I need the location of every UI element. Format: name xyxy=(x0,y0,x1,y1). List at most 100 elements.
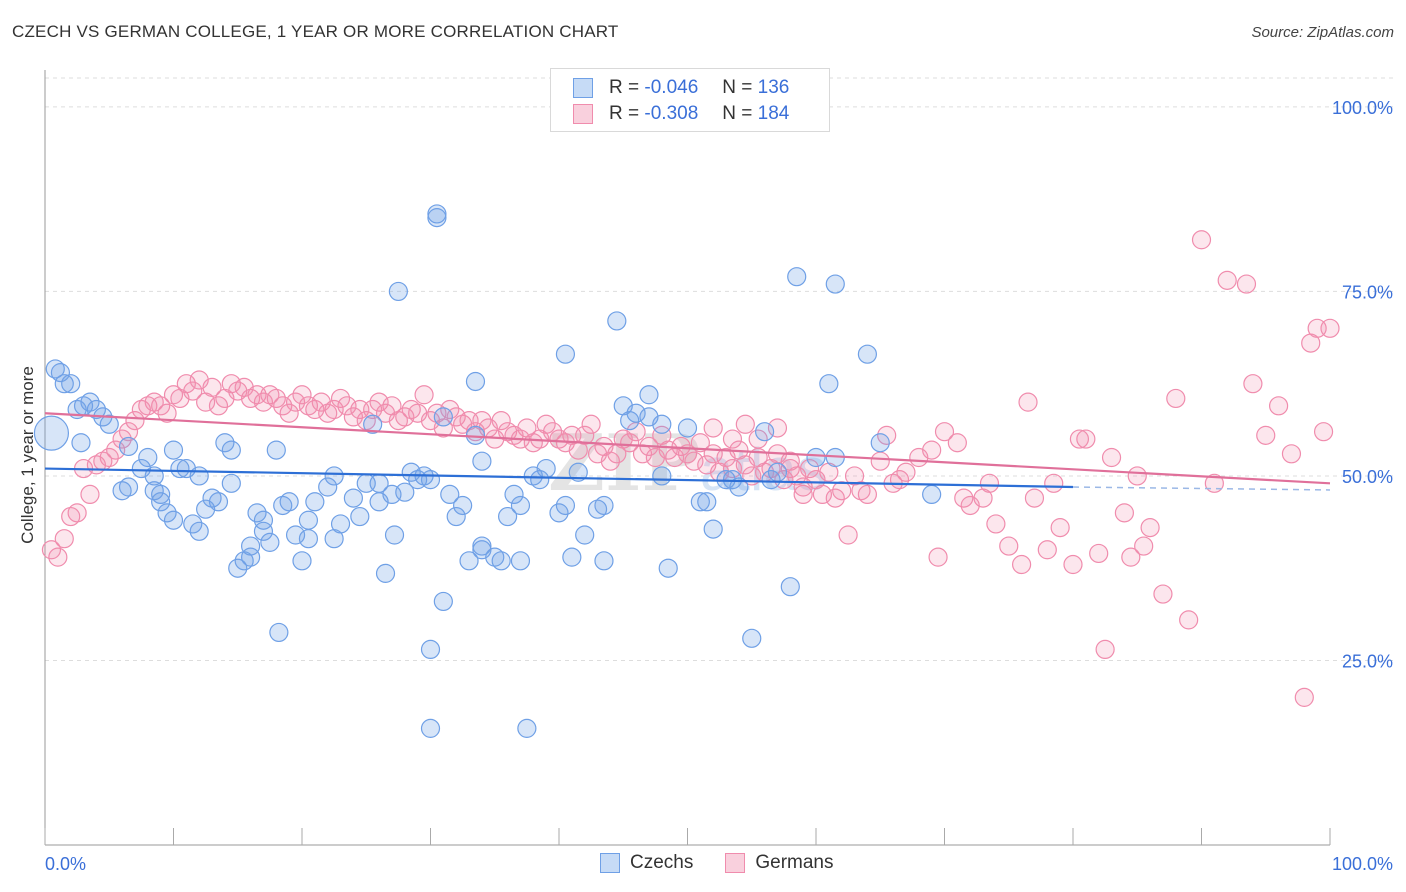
germans-point xyxy=(1101,447,1122,468)
germans-point xyxy=(1217,270,1237,290)
czechs-point xyxy=(626,403,646,423)
czechs-point xyxy=(189,521,209,541)
germans-point xyxy=(1256,425,1276,445)
germans-point xyxy=(838,525,858,545)
germans-point xyxy=(176,374,196,394)
germans-point xyxy=(106,440,126,460)
czechs-point xyxy=(151,484,171,505)
czechs-point xyxy=(433,591,453,612)
n-value: 136 xyxy=(757,77,790,98)
germans-point xyxy=(1140,518,1160,538)
germans-point xyxy=(1037,540,1057,560)
czechs-point xyxy=(652,466,672,486)
germans-point xyxy=(954,488,974,508)
czechs-point xyxy=(922,484,942,505)
czechs-point xyxy=(208,492,229,512)
czechs-point xyxy=(33,415,70,451)
czechs-point xyxy=(427,204,447,224)
germans-point xyxy=(703,418,723,438)
germans-point xyxy=(780,458,800,479)
y-tick-label: 50.0% xyxy=(1342,467,1393,487)
germans-point xyxy=(1313,422,1334,442)
czechs-point xyxy=(228,558,248,578)
czechs-point xyxy=(170,458,190,479)
czechs-point xyxy=(517,718,537,738)
czechs-point xyxy=(658,558,678,578)
czechs-point xyxy=(318,477,338,497)
germans-swatch xyxy=(725,853,746,873)
germans-point xyxy=(722,458,743,479)
czechs-point xyxy=(189,466,209,486)
y-tick-label: 100.0% xyxy=(1332,98,1393,118)
germans-point xyxy=(298,396,319,416)
germans-point xyxy=(48,547,68,567)
germans-point xyxy=(356,410,376,431)
czechs-trend-line xyxy=(44,467,1074,489)
germans-point xyxy=(825,488,845,508)
czechs-point xyxy=(298,529,319,549)
czechs-point xyxy=(555,495,576,516)
czechs-point xyxy=(260,532,280,552)
germans-point xyxy=(922,440,942,460)
germans-point xyxy=(690,433,710,453)
germans-point xyxy=(343,407,363,427)
germans-point xyxy=(1153,584,1173,604)
czechs-point xyxy=(742,628,762,648)
legend-item-czechs: Czechs xyxy=(600,852,693,874)
germans-point xyxy=(1236,274,1257,294)
n-label: N = xyxy=(722,103,753,124)
czechs-point xyxy=(273,495,293,516)
czechs-point xyxy=(510,551,531,571)
germans-point xyxy=(832,481,852,501)
germans-point xyxy=(1069,429,1090,449)
x-tick-label: 0.0% xyxy=(45,854,86,874)
germans-point xyxy=(1089,543,1109,564)
czechs-point xyxy=(562,547,582,567)
germans-point xyxy=(684,451,704,471)
germans-point xyxy=(363,399,383,420)
czechs-point xyxy=(388,281,408,302)
czechs-point xyxy=(375,563,396,583)
germans-point xyxy=(799,458,820,479)
y-tick-label: 25.0% xyxy=(1342,651,1393,671)
germans-point xyxy=(112,429,132,449)
germans-point xyxy=(99,447,119,468)
bottom-legend: Czechs Germans xyxy=(600,852,866,874)
czechs-point xyxy=(221,440,241,460)
czechs-point xyxy=(498,506,518,527)
germans-points xyxy=(41,230,1340,707)
czechs-point xyxy=(697,492,717,512)
czechs-point xyxy=(555,344,576,364)
germans-point xyxy=(1018,392,1038,412)
germans-point xyxy=(369,392,389,412)
czechs-point xyxy=(677,418,698,438)
czechs-point xyxy=(433,407,453,427)
czechs-point xyxy=(138,447,158,468)
germans-point xyxy=(581,414,601,434)
tick-labels: 25.0% 50.0% 75.0% 100.0% 0.0% 100.0% xyxy=(45,98,1393,874)
czechs-point xyxy=(620,410,640,431)
source-label: Source: ZipAtlas.com xyxy=(1251,24,1394,41)
czechs-point xyxy=(575,525,595,545)
czechs-point xyxy=(292,551,312,571)
germans-point xyxy=(330,388,351,409)
germans-point xyxy=(440,399,460,420)
germans-point xyxy=(812,484,833,505)
czechs-point xyxy=(549,503,569,523)
czechs-point xyxy=(253,510,274,530)
germans-point xyxy=(1268,396,1289,416)
germans-point xyxy=(401,399,421,420)
czechs-point xyxy=(472,540,492,560)
germans-point xyxy=(1095,639,1115,660)
czechs-point xyxy=(446,506,466,527)
czechs-point xyxy=(144,481,164,501)
watermark-zip: ZIP xyxy=(548,418,700,509)
czechs-point xyxy=(594,495,614,516)
czechs-point xyxy=(780,577,800,597)
germans-point xyxy=(395,407,415,427)
czechs-point xyxy=(420,639,441,660)
germans-point xyxy=(1166,388,1186,409)
axes xyxy=(44,70,1331,846)
czechs-point xyxy=(652,414,672,434)
